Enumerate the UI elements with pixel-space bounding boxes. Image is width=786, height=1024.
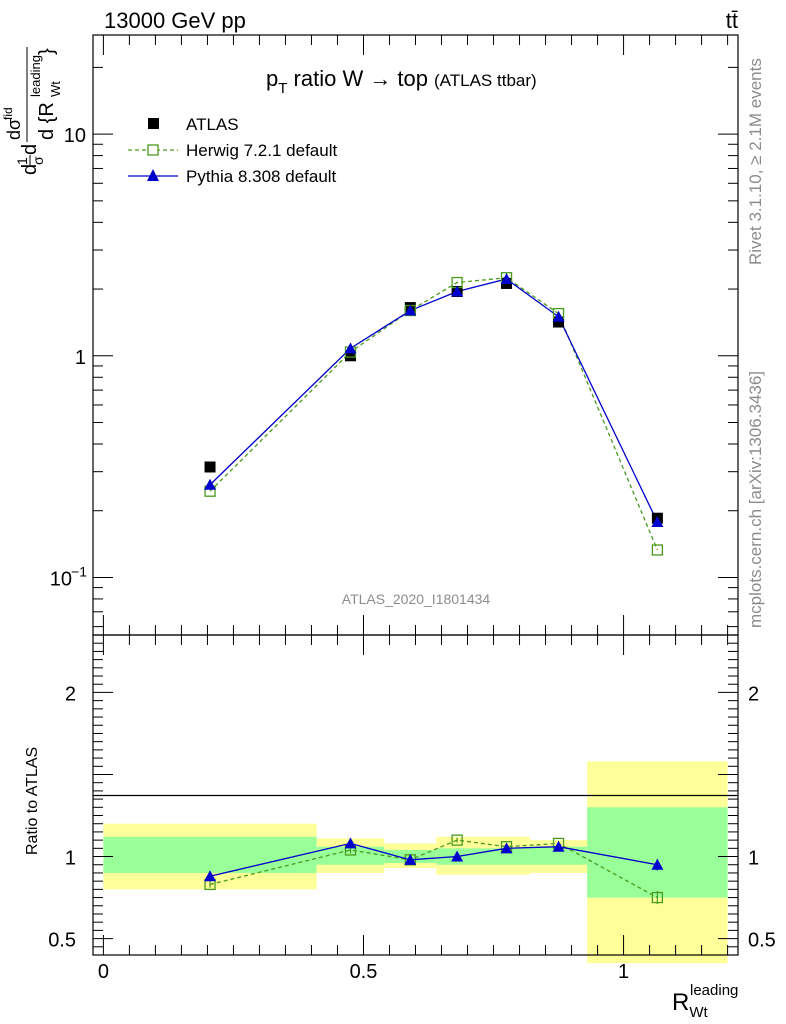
main-point-s2-6 [651,515,664,527]
main-point-s0-1 [344,350,356,362]
title-sub: T [278,80,287,97]
ratio-marks [204,834,664,905]
x-axis-label-main: R [672,989,689,1016]
svg-text:σ: σ [30,156,46,165]
ratio-point-s0-6 [651,891,664,904]
band-stat-0 [103,836,317,873]
svg-text:d: d [19,164,41,175]
main-point-s1-6 [651,544,664,556]
title-small: (ATLAS ttbar) [434,71,537,90]
ratio-ytick-label-left-2: 2 [65,683,76,705]
legend-item-pythia: Pythia 8.308 default [128,167,337,186]
x-axis-label-sub: Wt [689,1004,708,1021]
ratio-ytick-label-right-1: 1 [748,848,759,870]
svg-text:}: } [36,48,58,55]
main-ticks [93,35,738,635]
band-stat-1 [316,846,385,865]
legend-label-atlas: ATLAS [186,115,239,134]
ratio-point-s0-3 [451,834,463,846]
main-line-series-1 [209,277,658,551]
chart-title: pT ratio W → top (ATLAS ttbar) [266,66,537,97]
title-main: p [266,66,278,91]
main-ytick-label-0: 10 [50,568,72,590]
ratio-y-tick-labels: 0.5 0.5 1 1 2 2 [48,683,776,951]
legend-label-herwig: Herwig 7.2.1 default [186,141,337,160]
x-axis-label-sup: leading [690,982,738,999]
ratio-point-s1-3 [451,850,464,862]
legend: ATLAS Herwig 7.2.1 default Pythia 8.308 … [128,115,337,186]
svg-text:d: d [19,144,41,155]
ratio-ytick-label-right-0: 0.5 [748,930,776,952]
main-point-s2-3 [451,285,464,297]
ratio-point-s1-0 [204,870,217,882]
main-y-axis-label: d 1 σ d dσ fid d {R Wt leading } [1,47,63,175]
ratio-ytick-label-left-0: 0.5 [48,930,76,952]
ratio-y-axis-label: Ratio to ATLAS [24,747,41,855]
x-axis-label: RWt [672,989,709,1021]
analysis-watermark: ATLAS_2020_I1801434 [342,591,491,607]
main-ytick-exp-0: −1 [71,563,87,579]
svg-text:fid: fid [1,107,15,120]
main-line-series-2 [209,278,658,523]
energy-label: 13000 GeV pp [104,8,246,33]
x-tick-label-1: 0.5 [350,961,378,983]
main-marks [204,272,664,556]
ratio-point-s1-2 [404,853,417,865]
mcplots-label: mcplots.cern.ch [arXiv:1306.3436] [746,371,765,628]
main-point-s2-4 [500,273,513,285]
ratio-point-s1-6 [651,858,664,870]
main-ytick-label-2: 10 [64,125,86,147]
x-tick-label-0: 0 [98,961,109,983]
svg-text:1: 1 [14,157,30,165]
main-point-s2-5 [552,310,565,322]
ratio-point-s1-4 [500,842,513,854]
ratio-ticks [93,634,738,956]
main-point-s0-5 [553,316,565,328]
ratio-x-tick-labels: 0 0.5 1 [98,961,629,983]
legend-item-atlas: ATLAS [148,115,239,134]
ratio-panel: 0.5 0.51 12 2 0 0.5 1 Ratio to ATLAS RWt lead… [24,634,776,1021]
ratio-ytick-label-left-1: 1 [65,848,76,870]
x-tick-label-2: 1 [618,961,629,983]
main-point-s0-0 [204,461,216,473]
ratio-point-s1-1 [344,837,357,849]
svg-text:dσ: dσ [4,119,24,140]
band-stat-5 [587,807,728,898]
ratio-point-s1-5 [552,840,565,852]
svg-text:d {R: d {R [36,102,58,140]
main-point-s2-2 [404,304,417,316]
process-label: tt̄ [726,8,738,33]
svg-text:leading: leading [28,55,43,97]
legend-marker-herwig [147,144,159,156]
svg-text:Wt: Wt [48,81,63,97]
title-rest: ratio W → top [287,66,428,91]
main-ytick-label-1: 1 [75,347,86,369]
main-point-s2-0 [204,478,217,490]
legend-item-herwig: Herwig 7.2.1 default [128,141,337,160]
legend-label-pythia: Pythia 8.308 default [186,167,337,186]
legend-marker-atlas [148,118,159,129]
legend-marker-pythia [147,169,159,181]
rivet-label: Rivet 3.1.10, ≥ 2.1M events [746,58,765,265]
ratio-ytick-label-right-2: 2 [748,683,759,705]
main-point-s2-1 [344,342,357,354]
